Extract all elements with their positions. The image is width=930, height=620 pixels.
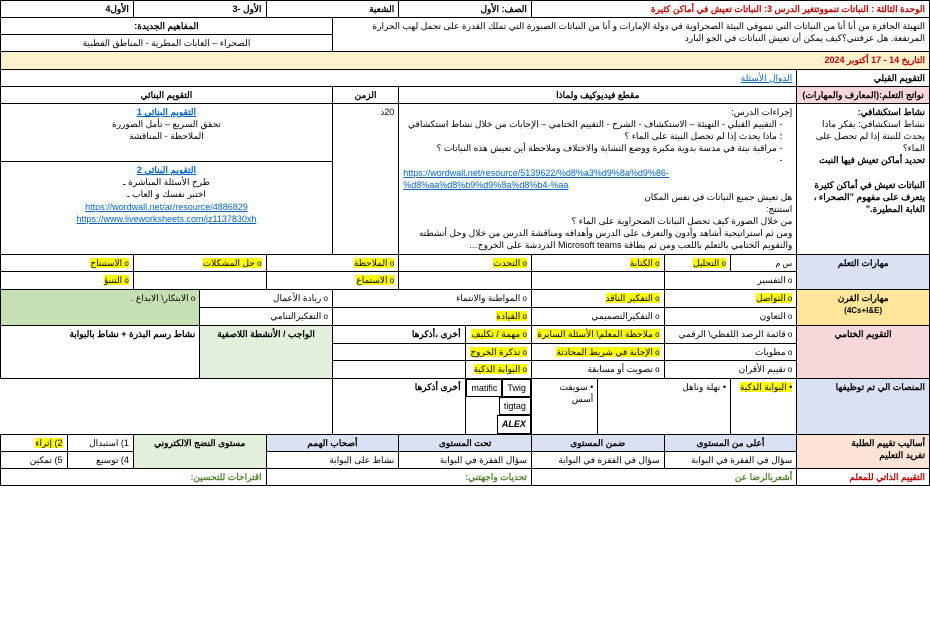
self-a: أشعربالرضا عن [531,468,796,485]
assess-label: أساليب تقييم الطلبةتفريد التعليم [797,434,930,468]
fa-a6: نشاط رسم البذرة + نشاط بالبوابة [1,325,200,378]
fa-b3: تذكرة الخروج [465,343,531,361]
skill-3: الكتابة [531,254,664,272]
pf-1: البوابة الذكية [730,379,796,434]
fa-b1: مطويات [664,343,797,361]
formative-header: التقويم البنائي [1,86,333,103]
learning-skills-label: مهارات التعلم [797,254,930,290]
cs-d2: التفكيرالتصميمي [531,307,664,325]
self-b: تحديات واجهتني: [266,468,531,485]
lvl-d4: نشاط على البوابة [266,451,399,468]
fa-a3: مهمة / تكليف [465,325,531,343]
lvl-d2: سؤال في الفقرة في البوابة [531,451,664,468]
skill-9: التنبؤ [1,272,134,290]
pf-4: Twig [502,379,531,397]
lvl-above: أعلى من المستوى [664,434,797,451]
cs-2: التفكير الناقد [531,290,664,308]
wordwall-link[interactable]: https://wordwall.net/resource/5139622/%d… [403,167,782,191]
what-header: مقطع فيديوكيف ولماذا [399,86,797,103]
skill-4: التحدث [399,254,532,272]
lvl-below: تحت المستوى [399,434,532,451]
pf-7: ALEX [497,415,531,433]
skill-8: الاستماع [266,272,399,290]
self-label: التقييم الذاتي للمعلم [797,468,930,485]
pf-3: سويفت أسس [531,379,597,434]
link-wordwall2[interactable]: https://wordwall.net/ar/resource/4886829 [85,201,248,213]
sections-1: الأول -3 [133,1,266,18]
cs-d1: التعاون [664,307,797,325]
date-row: التاريخ 14 - 17 أكتوبر 2024 [1,52,930,69]
stimulus: التهيئة الحافزة من أنا أنا من النباتات ا… [332,18,929,52]
unit-title: الوحدة الثالثة : النباتات تنمووتتغير الد… [531,1,929,18]
lvl-sen: أصحاب الهمم [266,434,399,451]
cs-1: التواصل [664,290,797,308]
fa-a5: الواجب / الأنشطة اللاصفية [200,325,333,378]
skill-7: الاستنتاج [1,254,134,272]
fa-c3: البوابة الذكية [465,361,531,379]
formative-2: التقويم البنائي 2 طرح الأسئلة المباشرة ـ… [1,162,333,254]
final-label: التقويم الختامي [797,325,930,378]
link-liveworksheets[interactable]: https://www.liveworksheets.com/jz1137830… [76,213,256,225]
grade-label: الصف: الأول [399,1,532,18]
skill-1: التحليل [664,254,730,272]
fa-c2: تصويت أو مسابقة [531,361,664,379]
e5: 5) تمكين [1,451,68,468]
fa-b2: الإجابة في شريط المحادثة [531,343,664,361]
fa-a1: قائمة الرصد اللفظي\ الرقمي [664,325,797,343]
cs-d4: التفكيرالتنامي [200,307,333,325]
skill-5: الملاحظة [266,254,399,272]
time-value: 20د [332,103,398,254]
prior-assessment: التقويم القبلي [797,69,930,86]
skill-2: التفسير [664,272,797,290]
skill-6: حل المشكلات [133,254,266,272]
time-header: الزمن [332,86,398,103]
cs-5: الابتكار\ الابداع . [1,290,200,326]
pf-8: أخرى أذكرها [332,379,465,434]
platforms-label: المنصات الي تم توظيفها [797,379,930,434]
fa-a2: ملاحظة المعلم\ الأسئلة السابرة [531,325,664,343]
section-label: الشعبة [266,1,399,18]
ematurity: مستوى النضج الالكتروني [133,434,266,468]
e2: 2) إثراء [1,434,68,451]
pf-2: نهلة وناهل [598,379,731,434]
outcomes-header: نواتج التعلم:(المعارف والمهارات) [797,86,930,103]
cs-3: المواطنة والانتماء [332,290,531,308]
concepts-label: المفاهيم الجديدة: [1,18,333,35]
lvl-d3: سؤال الفقرة في البوابة [399,451,532,468]
pf-6: tigtag [499,397,531,415]
fa-c1: تقييم الأقران [664,361,797,379]
lvl-d1: سؤال في الفقرة في البوابة [664,451,797,468]
century-label: مهارات القرن(4Cs+I&E) [797,290,930,326]
fa-a4: أخرى ،أذكرها [332,325,465,343]
lvl-within: ضمن المستوى [531,434,664,451]
outcomes-body: نشاط استكشافي: نشاط استكشافي: يفكر ماذا … [797,103,930,254]
e1: 1) استبدال [67,434,133,451]
pf-5: matific [466,379,502,397]
concepts: الصحراء – الغابات المطرية - المناطق القط… [1,35,333,52]
cs-d3: القيادة [332,307,531,325]
formative-1: التقويم البنائي 1 تحقق السريع – تأمل الص… [1,103,333,161]
e4: 4) توسيع [67,451,133,468]
sections-2: الأول4 [1,1,134,18]
states-link[interactable]: الدوال الأسئلة [1,69,797,86]
self-c: اقتراحات للتحسين: [1,468,267,485]
lesson-procedures: إجراءات الدرس: التقييم القبلي - التهيئة … [399,103,797,254]
cs-4: ريادة الأعمال [200,290,333,308]
skill-1a: س م [730,254,796,272]
